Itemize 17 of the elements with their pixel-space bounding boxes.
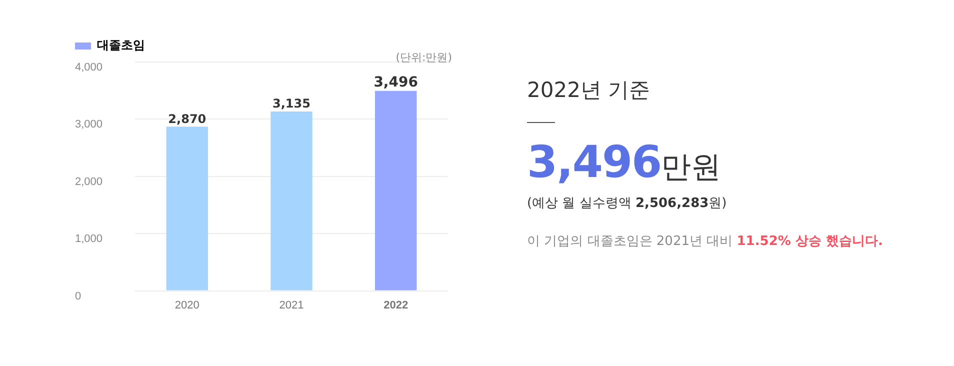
y-tick-label: 1,000 [75,233,103,246]
text: (예상 월 실수령액 2,506,283원) [527,195,728,212]
x-tick-label: 2020 [174,299,200,312]
text: 3,135 [272,96,310,111]
text: 2022년 기준 [527,77,652,104]
text: 3,496 [374,74,418,90]
legend-label: 대졸초임 [97,38,145,52]
y-tick-label: 3,000 [75,118,103,131]
text: 3,496만원 [527,137,722,188]
y-tick-label: 2,000 [75,176,103,188]
y-tick-label: 0 [75,290,82,302]
annotation: (단위:만원) [396,50,452,65]
text: 이 기업의 대졸초임은 2021년 대비 11.52% 상승 했습니다. [527,233,884,250]
text: 2,870 [168,112,206,126]
x-tick-label: 2021 [279,299,304,312]
x-tick-label: 2022 [384,299,408,312]
y-tick-label: 4,000 [75,62,103,74]
